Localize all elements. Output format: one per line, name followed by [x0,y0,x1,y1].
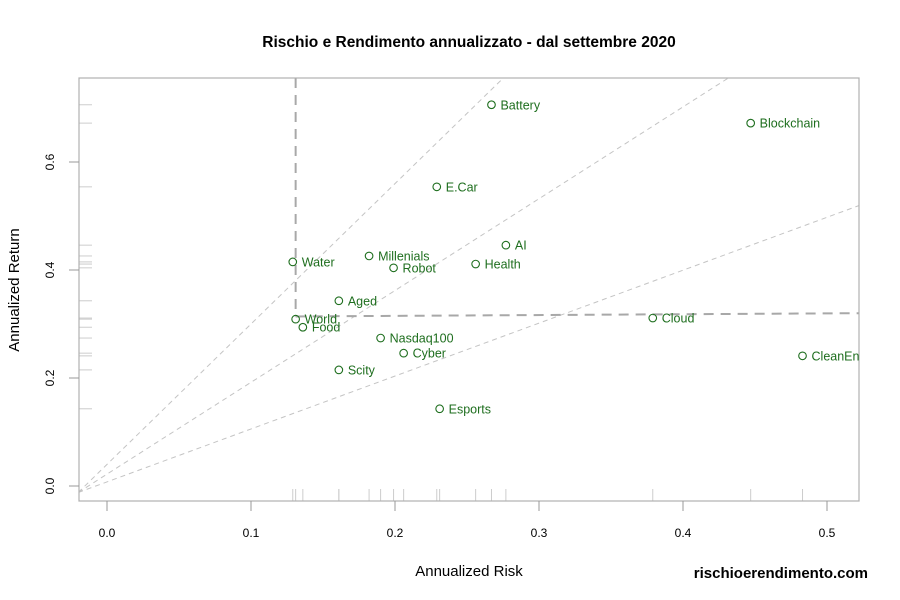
data-point-robot: Robot [389,261,437,275]
plot-area: 0.0 0.1 0.2 0.3 0.4 0.5 0.0 0.2 0.4 0.6 Battery Blo… [43,77,860,540]
point-marker [334,365,344,375]
point-label: E.Car [446,180,478,194]
x-tick-label: 0.3 [531,526,548,540]
point-label: AI [515,239,527,253]
data-point-cleanen: CleanEn [798,349,860,363]
point-label: Cyber [413,347,446,361]
point-label: Health [485,258,521,272]
data-point-food: Food [298,321,341,335]
x-tick-label: 0.2 [387,526,404,540]
y-tick-label: 0.6 [43,153,57,170]
data-point-nasdaq100: Nasdaq100 [376,332,454,346]
point-marker [746,118,756,128]
point-label: Blockchain [760,117,820,131]
point-label: Aged [348,294,377,308]
y-tick-label: 0.4 [43,261,57,278]
x-tick-label: 0.1 [243,526,260,540]
capital-market-line-3 [79,205,859,493]
point-label: Water [302,255,335,269]
rug-marks [79,104,804,501]
point-marker [334,296,344,306]
y-tick-label: 0.2 [43,369,57,386]
point-marker [298,322,308,332]
data-point-millenials: Millenials [364,249,429,263]
point-label: Food [312,321,341,335]
point-marker [376,333,385,343]
point-marker [648,313,658,323]
watermark: rischioerendimento.com [694,565,868,582]
x-tick-label: 0.4 [675,526,692,540]
point-marker [291,314,300,324]
point-label: Nasdaq100 [390,332,454,346]
point-marker [487,100,496,110]
x-tick-label: 0.0 [99,526,116,540]
data-point-ai: AI [501,239,527,253]
y-tick-label: 0.0 [43,477,57,494]
point-marker [389,263,398,273]
plot-frame [78,77,860,502]
x-axis: 0.0 0.1 0.2 0.3 0.4 0.5 [99,501,836,540]
point-label: Robot [403,261,437,275]
data-point-cyber: Cyber [399,347,446,361]
capital-market-line-2 [79,78,730,493]
data-point-world: World [291,313,337,327]
capital-market-line-1 [79,78,505,493]
data-point-blockchain: Blockchain [746,117,820,131]
data-points: Battery Blockchain E.Car AI Water MillenialsR… [288,98,860,416]
point-marker [435,404,444,414]
chart-title: Rischio e Rendimento annualizzato - dal … [262,34,675,51]
y-axis-label: Annualized Return [6,228,23,351]
point-marker [399,348,408,358]
data-point-water: Water [288,255,335,269]
point-label: CleanEn [812,349,860,363]
y-axis: 0.0 0.2 0.4 0.6 [43,153,79,494]
point-label: Millenials [378,249,429,263]
reference-return-line [295,312,859,318]
data-point-aged: Aged [334,294,377,308]
data-point-scity: Scity [334,363,376,377]
point-marker [798,351,807,361]
point-marker [288,257,298,267]
point-label: Esports [449,402,491,416]
point-label: Cloud [662,312,695,326]
point-marker [471,259,480,269]
x-axis-label: Annualized Risk [415,563,523,580]
point-label: Battery [500,98,540,112]
point-marker [432,182,442,192]
point-label: Scity [348,363,376,377]
data-point-cloud: Cloud [648,312,695,326]
point-label: World [305,313,337,327]
plot-lines [79,78,859,493]
data-point-health: Health [471,258,521,272]
x-tick-label: 0.5 [819,526,836,540]
data-point-esports: Esports [435,402,491,416]
point-marker [501,240,511,250]
data-point-battery: Battery [487,98,541,112]
point-marker [364,251,374,261]
data-point-e-car: E.Car [432,180,478,194]
